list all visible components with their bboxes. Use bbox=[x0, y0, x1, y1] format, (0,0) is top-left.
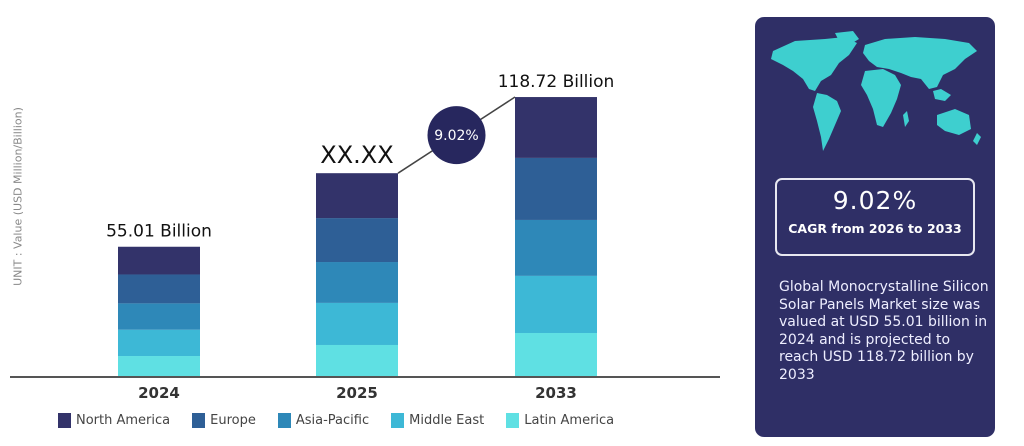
legend-label: North America bbox=[76, 413, 171, 428]
x-tick-label: 2024 bbox=[138, 384, 180, 402]
cagr-label: CAGR from 2026 to 2033 bbox=[788, 221, 962, 236]
legend-label: Latin America bbox=[524, 413, 615, 428]
legend-item-europe: Europe bbox=[192, 413, 256, 428]
bar-segment-2025-asia-pacific bbox=[316, 262, 398, 303]
legend-swatch bbox=[192, 413, 206, 428]
bar-segment-2033-europe bbox=[515, 157, 597, 220]
legend-swatch bbox=[277, 413, 291, 428]
legend-swatch bbox=[506, 413, 520, 428]
bar-segment-2033-latin-america bbox=[515, 332, 597, 376]
market-description: Global Monocrystalline Silicon Solar Pan… bbox=[779, 279, 989, 383]
bar-segment-2033-asia-pacific bbox=[515, 219, 597, 276]
cagr-bubble bbox=[427, 106, 486, 165]
legend-label: Asia-Pacific bbox=[295, 413, 370, 428]
stacked-bar-chart: 2024 55.01 Billion 2025 XX.XX 2033 118.72 Bil… bbox=[10, 72, 720, 428]
legend-item-middle-east: Middle East bbox=[391, 413, 484, 428]
bar-segment-2025-europe bbox=[316, 218, 398, 263]
bar-total-label: 55.01 Billion bbox=[106, 222, 212, 242]
legend-item-north-america: North America bbox=[58, 413, 170, 428]
bar-segment-2024-asia-pacific bbox=[118, 303, 200, 330]
world-map-icon bbox=[771, 31, 981, 151]
bar-segment-2025-latin-america bbox=[316, 344, 398, 376]
bar-segment-2025-north-america bbox=[316, 173, 398, 219]
cagr-bubble-label: 9.02% bbox=[434, 128, 478, 144]
bar-segment-2024-latin-america bbox=[118, 356, 200, 376]
legend-item-latin-america: Latin America bbox=[506, 413, 614, 428]
chart-svg: 2024 55.01 Billion 2025 XX.XX 2033 118.72 Bil… bbox=[10, 72, 720, 402]
x-tick-label: 2033 bbox=[535, 384, 577, 402]
legend-label: Europe bbox=[210, 413, 256, 428]
cagr-value: 9.02% bbox=[832, 186, 918, 215]
bar-segment-2025-middle-east bbox=[316, 302, 398, 345]
bar-segment-2024-middle-east bbox=[118, 329, 200, 357]
legend-item-asia-pacific: Asia-Pacific bbox=[277, 413, 370, 428]
bar-total-label: XX.XX bbox=[320, 141, 393, 169]
bar-segment-2033-middle-east bbox=[515, 275, 597, 333]
cagr-box: 9.02% CAGR from 2026 to 2033 bbox=[775, 178, 975, 256]
bar-segment-2033-north-america bbox=[515, 97, 597, 158]
bar-segment-2024-north-america bbox=[118, 246, 200, 275]
legend: North America Europe Asia-Pacific Middle Ea… bbox=[58, 413, 636, 428]
x-tick-label: 2025 bbox=[336, 384, 378, 402]
legend-label: Middle East bbox=[409, 413, 485, 428]
legend-swatch bbox=[58, 413, 71, 428]
y-axis-label: UNIT : Value (USD Million/Billion) bbox=[11, 107, 25, 286]
summary-panel: 9.02% CAGR from 2026 to 2033 Global Mono… bbox=[755, 17, 995, 437]
bar-total-label: 118.72 Billion bbox=[498, 72, 615, 92]
bar-segment-2024-europe bbox=[118, 274, 200, 304]
legend-swatch bbox=[391, 413, 405, 428]
